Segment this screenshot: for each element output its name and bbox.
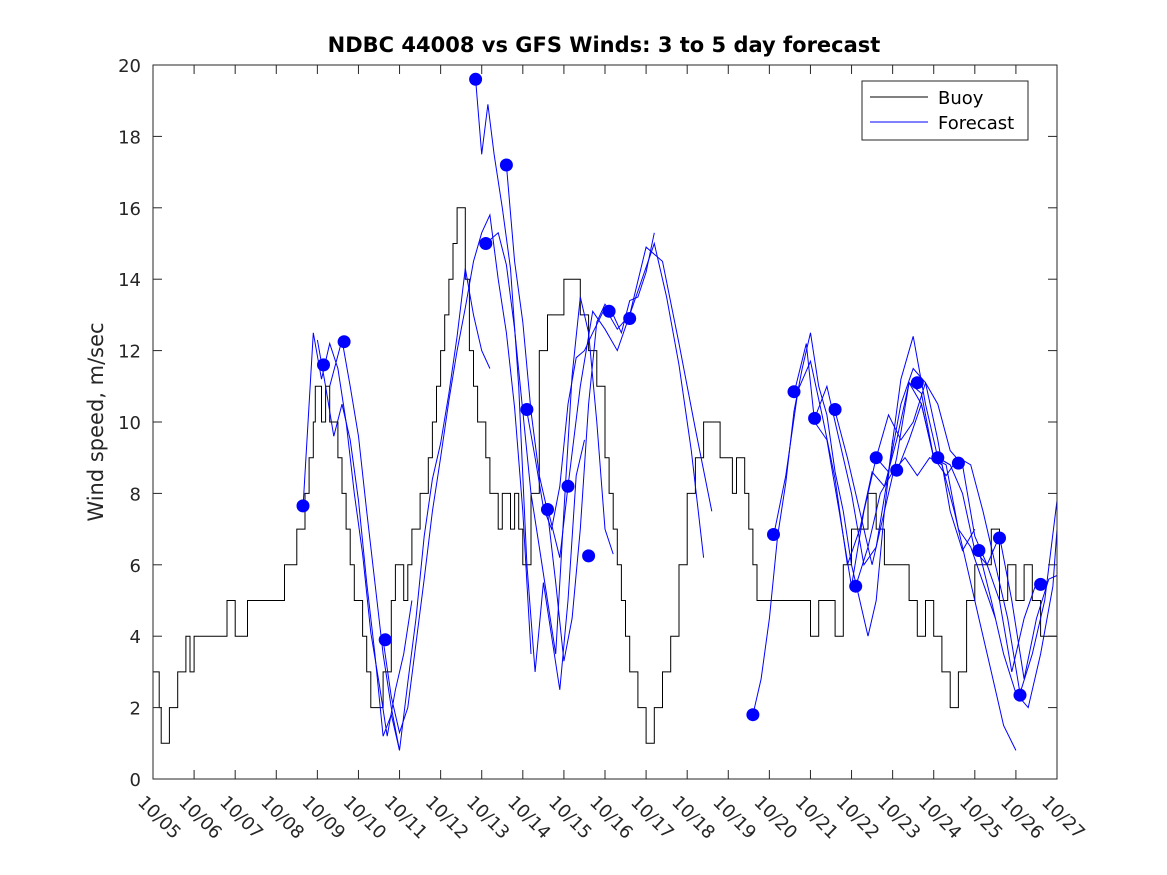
forecast-line-5	[485, 231, 614, 655]
forecast-start-marker	[767, 528, 780, 541]
forecast-line-13	[834, 381, 996, 619]
forecast-line-16	[896, 402, 1058, 694]
legend-box	[861, 80, 1029, 141]
forecast-start-marker	[541, 503, 554, 516]
forecast-line-7	[526, 246, 713, 531]
forecast-start-marker	[828, 403, 842, 416]
forecast-start-marker	[910, 376, 924, 390]
forecast-start-marker	[582, 549, 596, 563]
y-tick-label: 2	[130, 699, 141, 720]
forecast-line-8	[547, 241, 705, 558]
forecast-start-marker	[520, 403, 534, 416]
forecast-start-marker	[296, 499, 310, 513]
forecast-start-marker	[931, 451, 945, 465]
legend-buoy-label: Buoy	[938, 88, 984, 109]
forecast-start-marker	[808, 411, 822, 425]
y-tick-label: 18	[118, 127, 141, 148]
forecast-start-marker	[746, 708, 760, 722]
forecast-start-marker	[993, 531, 1006, 545]
plot-area	[152, 64, 1058, 780]
forecast-line-3	[382, 213, 532, 735]
legend-forecast-label: Forecast	[938, 113, 1014, 134]
y-tick-label: 14	[118, 270, 141, 291]
forecast-start-marker	[317, 358, 330, 372]
forecast-start-marker	[561, 479, 575, 493]
y-tick-label: 10	[118, 413, 141, 434]
y-tick-label: 20	[118, 56, 141, 77]
forecast-start-marker	[623, 312, 637, 325]
forecast-line-9	[752, 332, 894, 715]
forecast-line-1	[316, 339, 400, 751]
forecast-line-11	[793, 336, 951, 587]
forecast-start-marker	[890, 463, 904, 477]
forecast-start-marker	[787, 385, 801, 399]
forecast-start-marker	[849, 579, 863, 593]
forecast-start-marker	[337, 335, 351, 349]
forecast-start-marker	[869, 451, 883, 465]
buoy-series	[153, 207, 1057, 744]
y-axis-label: Wind speed, m/sec	[84, 322, 108, 521]
forecast-start-marker	[602, 304, 616, 318]
forecast-start-marker	[469, 72, 483, 86]
chart-title: NDBC 44008 vs GFS Winds: 3 to 5 day fore…	[328, 33, 881, 57]
forecast-line-4	[475, 79, 585, 690]
y-tick-label: 12	[118, 342, 141, 363]
y-tick-label: 0	[130, 770, 141, 791]
forecast-start-marker	[479, 237, 493, 250]
forecast-start-marker	[1034, 577, 1048, 591]
forecast-start-marker	[378, 633, 392, 647]
forecast-line-2	[329, 268, 491, 751]
y-tick-label: 4	[130, 627, 141, 648]
y-tick-label: 6	[130, 556, 141, 577]
y-tick-label: 8	[130, 484, 141, 505]
forecast-start-marker	[499, 158, 513, 172]
forecast-markers	[296, 72, 1048, 722]
buoy-line	[153, 207, 1057, 744]
forecast-start-marker	[951, 456, 965, 470]
forecast-line-12	[814, 367, 976, 567]
y-tick-label: 16	[118, 199, 141, 220]
legend: Buoy Forecast	[861, 80, 1029, 141]
forecast-start-marker	[972, 544, 986, 557]
y-axis: 0 2 4 6 8 10 12 14 16 18 20	[118, 56, 1057, 791]
forecast-start-marker	[1013, 688, 1027, 702]
